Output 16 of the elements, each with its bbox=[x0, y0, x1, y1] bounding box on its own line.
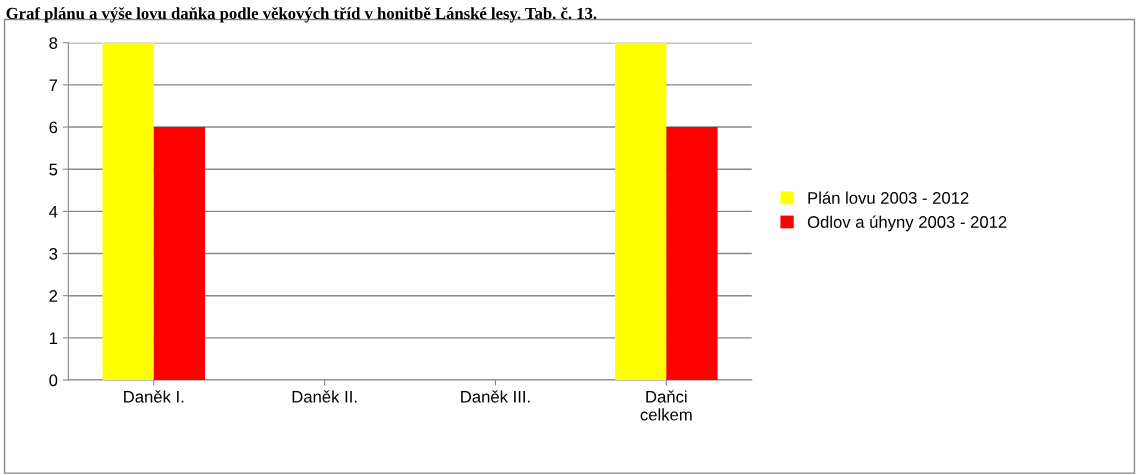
x-tick-label: Daňci celkem bbox=[640, 390, 692, 421]
x-tick-label: Daněk II. bbox=[292, 390, 357, 403]
y-tick-label: 0 bbox=[49, 374, 58, 387]
x-tick-label: Daněk III. bbox=[461, 390, 530, 403]
y-tick-label: 6 bbox=[49, 121, 58, 134]
chart-title: Graf plánu a výše lovu daňka podle věkových tříd v honitbě Lánské lesy. Tab. č. 13. bbox=[6, 7, 597, 23]
y-tick-label: 8 bbox=[49, 37, 58, 49]
y-tick-label: 1 bbox=[49, 332, 58, 344]
x-tick-label: Daněk I. bbox=[124, 390, 184, 403]
y-tick-label: 4 bbox=[49, 205, 58, 218]
legend-label: Odlov a úhyny 2003 - 2012 bbox=[807, 215, 1007, 232]
y-tick-label: 5 bbox=[49, 163, 58, 176]
legend-label: Plán lovu 2003 - 2012 bbox=[808, 191, 969, 204]
y-tick-label: 3 bbox=[49, 247, 58, 260]
y-tick-label: 2 bbox=[49, 290, 58, 302]
y-tick-label: 7 bbox=[49, 79, 58, 91]
